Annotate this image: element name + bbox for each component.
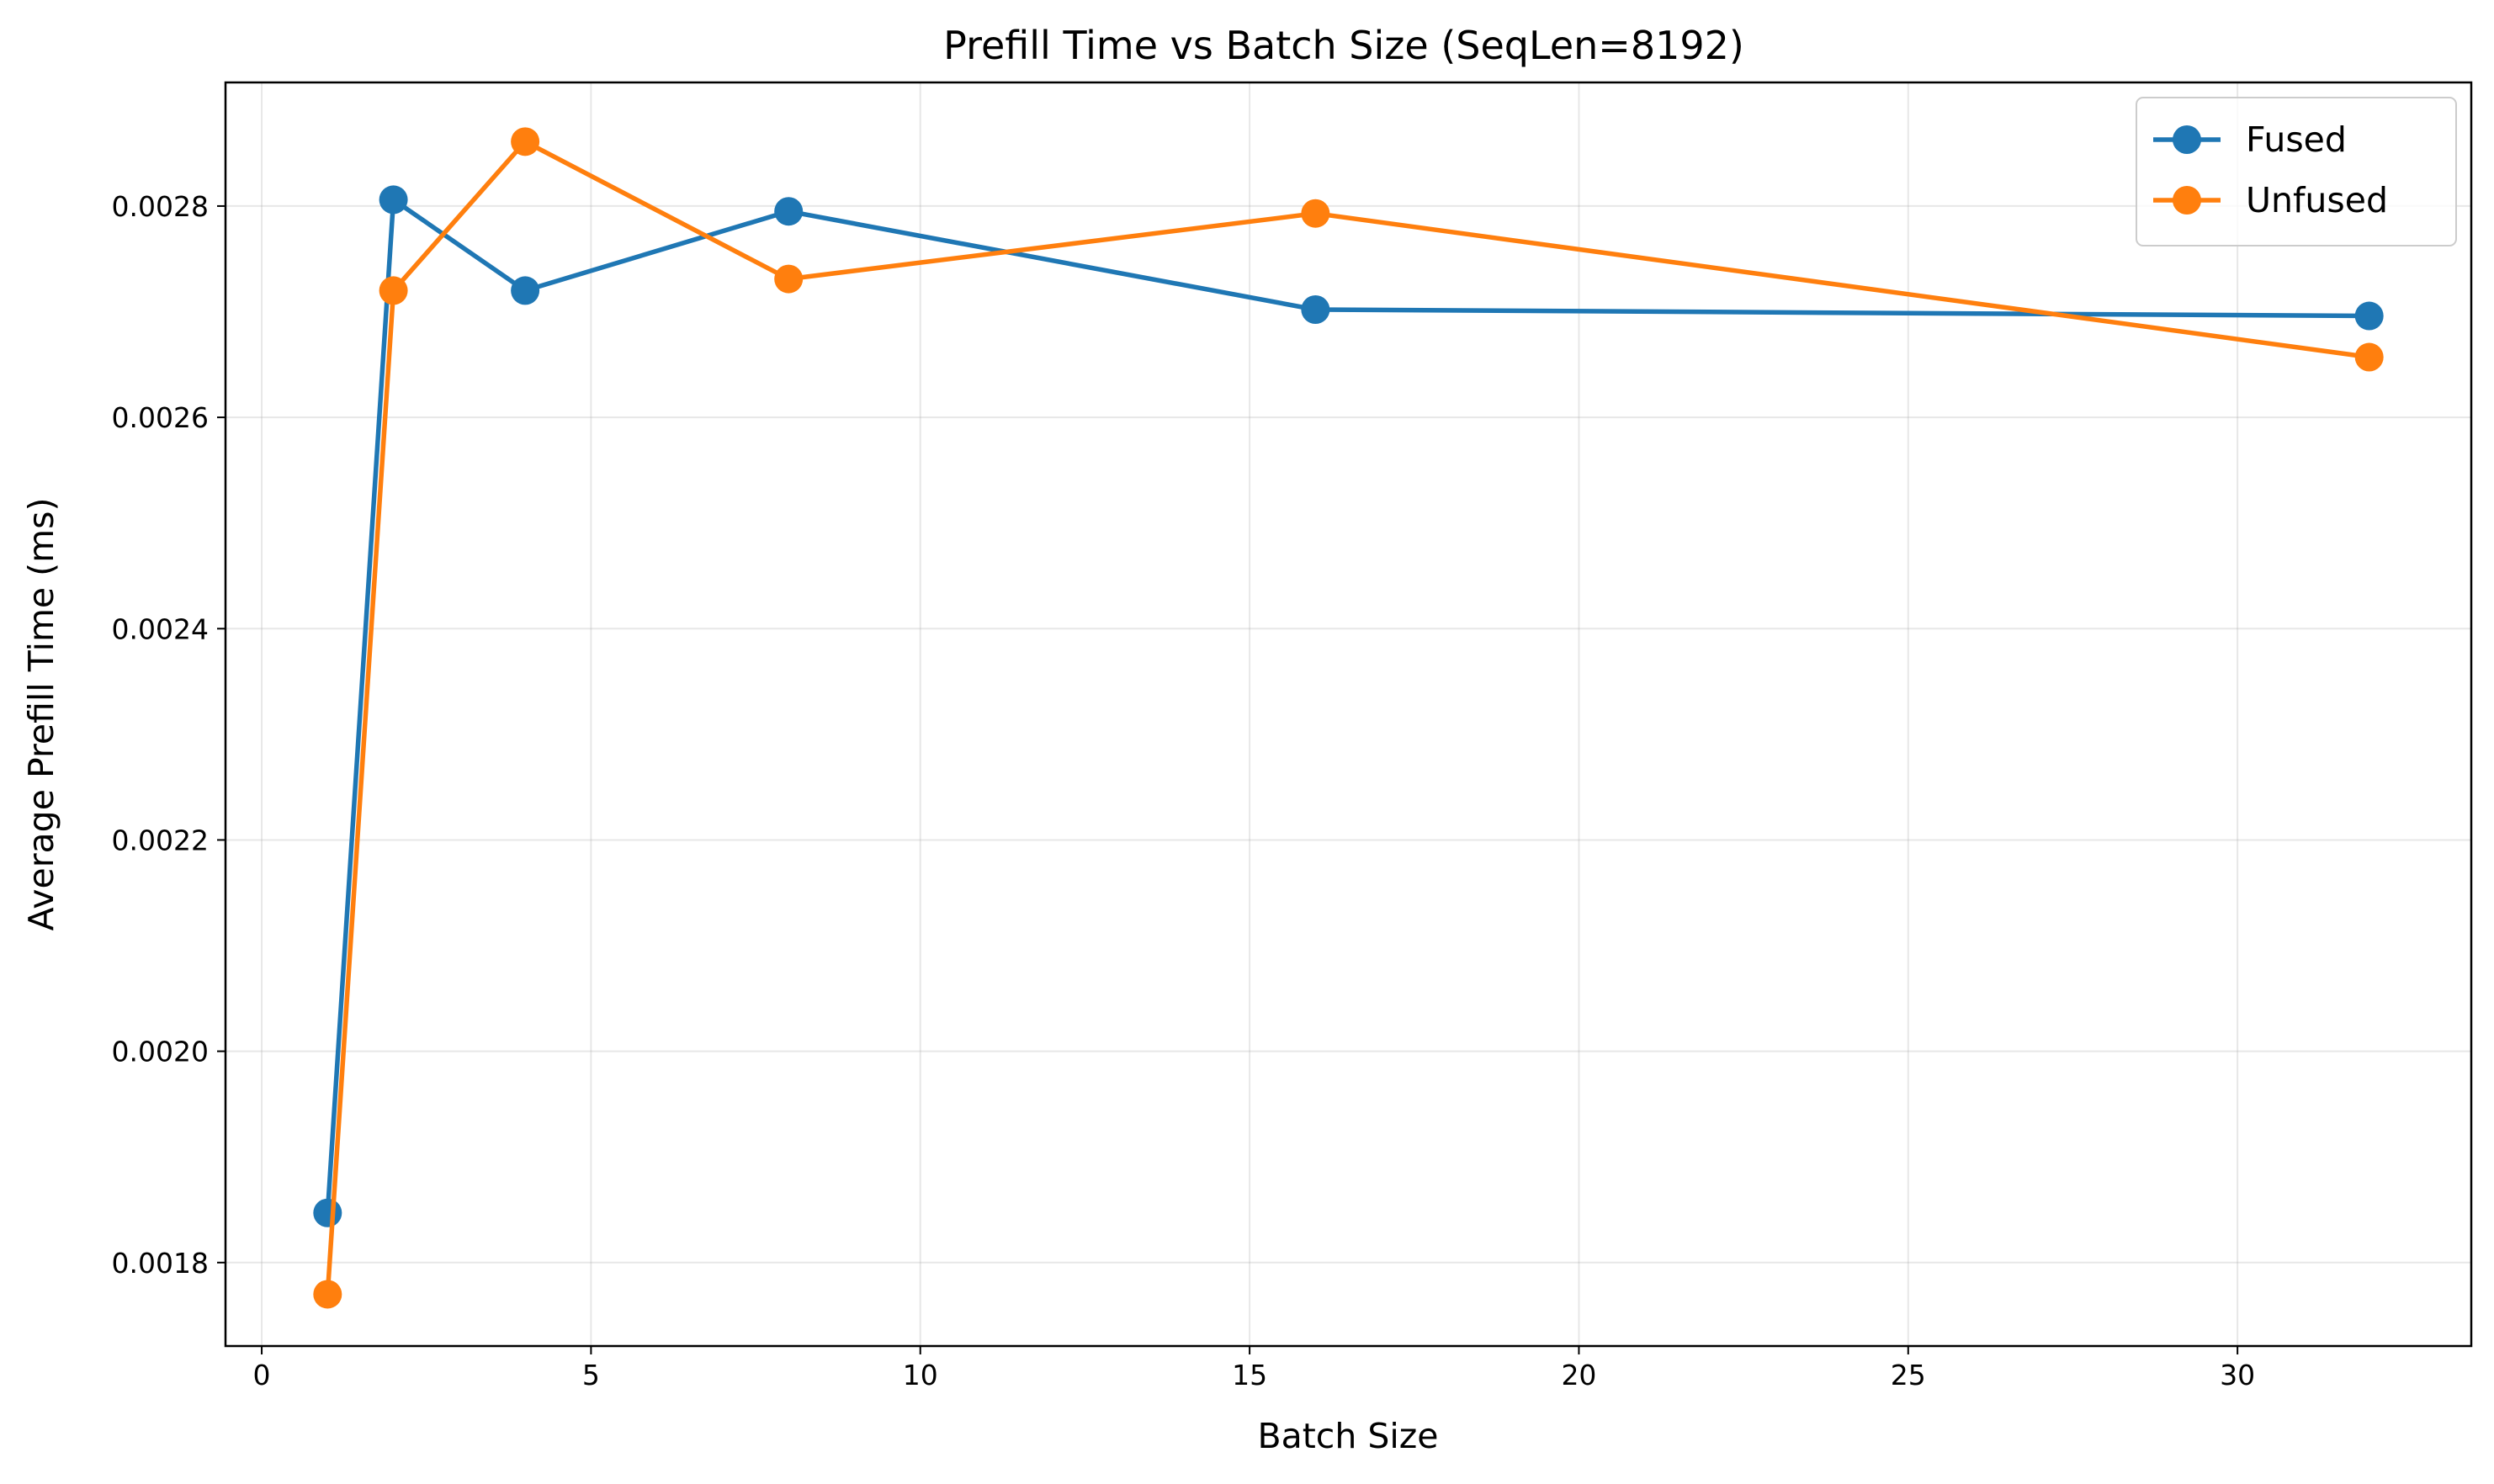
legend: Fused Unfused <box>2136 97 2457 246</box>
y-tick-label: 0.0020 <box>112 1036 209 1068</box>
x-tick-label: 10 <box>903 1359 938 1391</box>
unfused-data-point <box>313 1280 342 1309</box>
fused-data-point <box>2354 301 2384 331</box>
unfused-data-point <box>511 127 540 156</box>
unfused-data-point <box>774 264 804 294</box>
y-axis: 0.0018 0.0020 0.0022 0.0024 0.0026 0.0028 <box>112 190 226 1280</box>
y-tick-label: 0.0026 <box>112 401 209 434</box>
y-tick-label: 0.0022 <box>112 824 209 856</box>
y-tick-label: 0.0024 <box>112 612 209 645</box>
fused-data-point <box>1301 295 1330 325</box>
unfused-legend-marker <box>2173 186 2201 215</box>
fused-data-point <box>313 1198 342 1227</box>
x-axis: 0 5 10 15 20 25 30 <box>253 1346 2255 1391</box>
fused-data-point <box>774 197 804 226</box>
unfused-data-point <box>1301 199 1330 228</box>
unfused-data-point <box>2354 342 2384 372</box>
fused-data-point <box>511 276 540 305</box>
fused-legend-marker <box>2173 125 2201 154</box>
x-axis-label: Batch Size <box>1257 1416 1438 1456</box>
plot-frame <box>224 81 2473 1348</box>
legend-box <box>2136 97 2457 246</box>
y-axis-label: Average Prefill Time (ms) <box>21 498 61 931</box>
series-layer <box>313 127 2384 1309</box>
unfused-series-line <box>325 139 2372 1297</box>
fused-series-line <box>325 197 2372 1216</box>
x-tick-label: 5 <box>582 1359 600 1391</box>
x-tick-label: 30 <box>2220 1359 2255 1391</box>
unfused-legend-label: Unfused <box>2246 180 2388 220</box>
fused-legend-label: Fused <box>2246 119 2347 160</box>
fused-data-point <box>379 185 408 215</box>
grid <box>226 82 2471 1346</box>
y-tick-label: 0.0028 <box>112 190 209 223</box>
chart-title: Prefill Time vs Batch Size (SeqLen=8192) <box>943 23 1744 68</box>
y-tick-label: 0.0018 <box>112 1247 209 1280</box>
x-tick-label: 15 <box>1232 1359 1267 1391</box>
x-tick-label: 0 <box>253 1359 271 1391</box>
unfused-data-point <box>379 276 408 305</box>
x-tick-label: 20 <box>1561 1359 1596 1391</box>
x-tick-label: 25 <box>1891 1359 1926 1391</box>
